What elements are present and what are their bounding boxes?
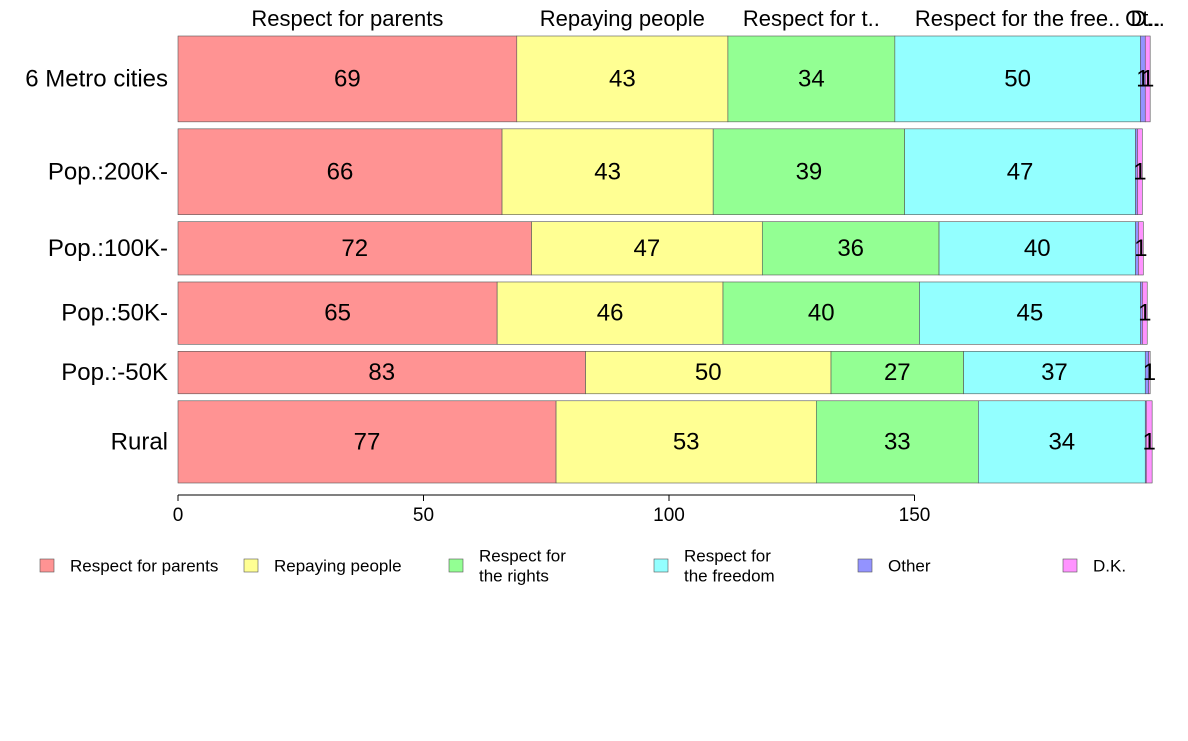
- series-top-label-respect-for-the-freedom: Respect for the free..: [915, 6, 1120, 31]
- data-label-pop-50k-respect-for-the-freedom: 37: [1041, 359, 1068, 386]
- legend-label-d-k: D.K.: [1093, 557, 1126, 576]
- x-axis: 0 50 100 150: [173, 494, 931, 526]
- legend-label-respect-for-the-rights-line-1: Respect for: [479, 547, 566, 566]
- data-label-rural-repaying-people: 53: [673, 428, 700, 455]
- legend-label-respect-for-parents: Respect for parents: [70, 557, 218, 576]
- data-label-pop-200k-respect-for-parents: 66: [327, 158, 354, 185]
- bar-pop-50k-repaying-people: [496, 281, 724, 345]
- bar-pop-100k-respect-for-the-freedom: [938, 221, 1136, 276]
- data-label-pop-200k-respect-for-the-freedom: 47: [1007, 158, 1034, 185]
- data-label-pop-200k-d-k: 1: [1133, 158, 1146, 185]
- data-label-rural-respect-for-parents: 77: [354, 428, 381, 455]
- x-tick-label-50: 50: [413, 505, 434, 526]
- data-label-pop-50k-respect-for-the-rights: 27: [884, 359, 911, 386]
- data-label-pop-100k-repaying-people: 47: [634, 235, 661, 262]
- legend: Respect for parents Repaying people Respec…: [39, 547, 1126, 586]
- x-tick-label-0: 0: [173, 505, 184, 526]
- data-label-6-metro-cities-other: 1: [1136, 65, 1149, 92]
- data-label-pop-50k-respect-for-the-freedom: 45: [1017, 300, 1044, 327]
- legend-label-other: Other: [888, 557, 931, 576]
- data-label-pop-50k-repaying-people: 46: [597, 300, 624, 327]
- legend-label-respect-for-the-rights-line-2: the rights: [479, 567, 549, 586]
- bar-6-metro-cities-d-k: [1144, 35, 1151, 123]
- bar-pop-50k-respect-for-parents: [177, 281, 498, 345]
- series-top-label-repaying-people: Repaying people: [540, 6, 705, 31]
- data-label-pop-50k-d-k: 1: [1138, 300, 1151, 327]
- row-labels-group: 6 Metro cities Pop.:200K- Pop.:100K- Pop.:5…: [25, 65, 168, 455]
- data-label-rural-respect-for-the-freedom: 34: [1048, 428, 1075, 455]
- data-label-pop-50k-respect-for-parents: 65: [324, 300, 351, 327]
- series-top-label-respect-for-parents: Respect for parents: [251, 6, 443, 31]
- data-label-pop-100k-respect-for-the-freedom: 40: [1024, 235, 1051, 262]
- data-label-pop-200k-repaying-people: 43: [594, 158, 621, 185]
- legend-swatch-respect-for-parents: [39, 558, 55, 573]
- legend-swatch-repaying-people: [243, 558, 259, 573]
- bar-pop-100k-repaying-people: [531, 221, 763, 276]
- bar-6-metro-cities-repaying-people: [516, 35, 729, 123]
- bar-pop-100k-respect-for-the-rights: [761, 221, 940, 276]
- data-label-rural-respect-for-the-rights: 33: [884, 428, 911, 455]
- data-label-pop-50k-repaying-people: 50: [695, 359, 722, 386]
- bar-pop-200k-d-k: [1137, 128, 1143, 215]
- bar-rural-repaying-people: [555, 400, 817, 484]
- bar-6-metro-cities-respect-for-the-freedom: [894, 35, 1141, 123]
- bar-pop-200k-respect-for-the-rights: [712, 128, 905, 215]
- category-label-6-metro-cities: 6 Metro cities: [25, 65, 168, 92]
- bar-rural-respect-for-the-rights: [815, 400, 979, 484]
- x-tick-label-100: 100: [653, 505, 685, 526]
- data-label-6-metro-cities-repaying-people: 43: [609, 65, 636, 92]
- data-label-pop-100k-d-k: 1: [1134, 235, 1147, 262]
- data-label-rural-d-k: 1: [1143, 428, 1156, 455]
- bar-pop-50k-respect-for-the-freedom: [919, 281, 1141, 345]
- legend-swatch-d-k: [1062, 558, 1078, 573]
- legend-swatch-respect-for-the-rights: [448, 558, 464, 573]
- bar-rural-d-k: [1145, 400, 1153, 484]
- bar-pop-50k-d-k: [1148, 351, 1151, 395]
- legend-label-respect-for-the-freedom-line-1: Respect for: [684, 547, 771, 566]
- legend-swatch-other: [857, 558, 873, 573]
- category-label-pop-50k: Pop.:50K-: [61, 300, 168, 327]
- bar-pop-50k-respect-for-parents: [177, 351, 586, 395]
- bar-pop-200k-respect-for-parents: [177, 128, 503, 215]
- category-label-pop-100k: Pop.:100K-: [48, 235, 168, 262]
- category-label-pop-50k: Pop.:-50K: [61, 359, 168, 386]
- data-label-pop-100k-respect-for-the-rights: 36: [837, 235, 864, 262]
- series-top-label-other: Ot..: [1125, 6, 1160, 31]
- data-label-6-metro-cities-respect-for-the-rights: 34: [798, 65, 825, 92]
- data-label-6-metro-cities-respect-for-parents: 69: [334, 65, 361, 92]
- data-label-6-metro-cities-d-k: 1: [1141, 65, 1154, 92]
- bar-pop-50k-d-k: [1142, 281, 1148, 345]
- bar-pop-50k-respect-for-the-freedom: [963, 351, 1146, 395]
- legend-label-repaying-people: Repaying people: [274, 557, 402, 576]
- bar-rural-respect-for-the-freedom: [978, 400, 1146, 484]
- bar-6-metro-cities-respect-for-the-rights: [727, 35, 896, 123]
- bar-6-metro-cities-respect-for-parents: [177, 35, 518, 123]
- category-label-rural: Rural: [111, 428, 168, 455]
- bar-pop-200k-repaying-people: [501, 128, 714, 215]
- series-top-label-d-k: D...: [1131, 6, 1165, 31]
- bar-pop-50k-repaying-people: [585, 351, 832, 395]
- data-label-pop-50k-respect-for-the-rights: 40: [808, 300, 835, 327]
- x-tick-label-150: 150: [899, 505, 931, 526]
- data-label-pop-50k-respect-for-parents: 83: [368, 359, 395, 386]
- data-label-pop-200k-respect-for-the-rights: 39: [796, 158, 823, 185]
- data-label-pop-50k-d-k: 1: [1143, 359, 1156, 386]
- top-labels-group: Respect for parents Repaying people Respec…: [251, 6, 1164, 31]
- bars-group: [177, 35, 1153, 484]
- bar-pop-50k-respect-for-the-rights: [722, 281, 920, 345]
- legend-label-respect-for-the-freedom-line-2: the freedom: [684, 567, 775, 586]
- data-label-pop-100k-respect-for-parents: 72: [341, 235, 368, 262]
- legend-swatch-respect-for-the-freedom: [653, 558, 669, 573]
- bar-rural-respect-for-parents: [177, 400, 557, 484]
- series-top-label-respect-for-the-rights: Respect for t..: [743, 6, 880, 31]
- data-label-6-metro-cities-respect-for-the-freedom: 50: [1004, 65, 1031, 92]
- category-label-pop-200k: Pop.:200K-: [48, 158, 168, 185]
- bar-pop-100k-d-k: [1138, 221, 1144, 276]
- bar-pop-200k-respect-for-the-freedom: [904, 128, 1136, 215]
